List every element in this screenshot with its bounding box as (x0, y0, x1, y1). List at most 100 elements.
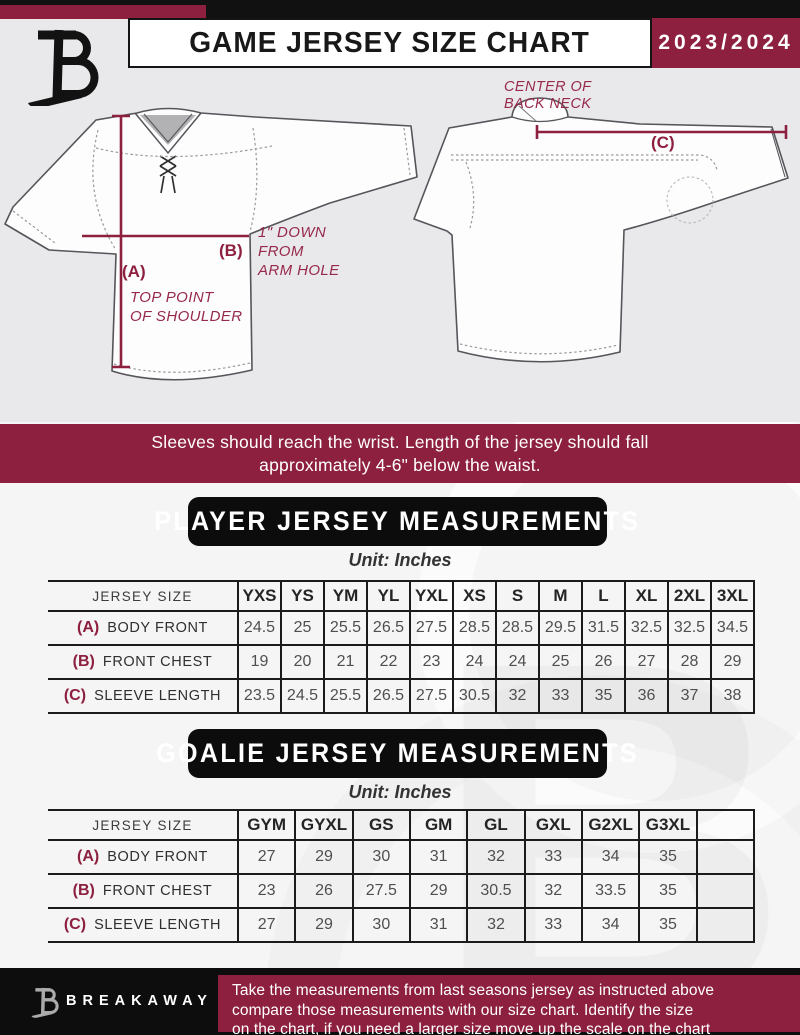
value-cell: 24 (452, 644, 496, 679)
value-cell (695, 839, 755, 874)
value-cell: 27 (624, 644, 668, 679)
goalie-unit-label: Unit: Inches (348, 782, 452, 802)
value-cell: 24.5 (237, 610, 281, 645)
size-column-header: GS (351, 809, 410, 840)
size-column-header: GYM (236, 809, 296, 840)
row-key: (B) (72, 653, 95, 670)
value-cell: 23 (236, 873, 296, 908)
size-column-header: 3XL (710, 580, 755, 611)
value-cell: 32 (466, 839, 525, 874)
value-cell: 22 (366, 644, 410, 679)
value-cell: 31 (408, 839, 468, 874)
value-cell: 25 (280, 610, 324, 645)
value-cell: 32 (495, 678, 539, 714)
size-column-header: YM (323, 580, 367, 611)
value-cell: 33 (523, 839, 582, 874)
value-cell: 29 (294, 839, 353, 874)
table-row: (B) FRONT CHEST 23 26 27.5 29 30.5 32 33.5 35 (48, 873, 755, 908)
value-cell: 32 (466, 907, 525, 943)
value-cell: 35 (638, 839, 697, 874)
notice-line: Sleeves should reach the wrist. Length o… (151, 431, 649, 452)
value-cell: 27.5 (351, 873, 410, 908)
row-key: (B) (72, 882, 95, 899)
row-label-cell: (A) BODY FRONT (48, 610, 238, 645)
row-label: BODY FRONT (107, 849, 208, 865)
value-cell: 31 (408, 907, 468, 943)
size-column-header: XL (624, 580, 668, 611)
value-cell: 24.5 (280, 678, 324, 714)
value-cell: 34 (580, 907, 640, 943)
size-column-header: GM (408, 809, 468, 840)
value-cell: 23 (409, 644, 453, 679)
season-label: 2023/2024 (658, 31, 794, 54)
value-cell: 34 (580, 839, 640, 874)
value-cell: 27.5 (409, 610, 453, 645)
row-label-cell: (C) SLEEVE LENGTH (48, 678, 238, 714)
row-label-cell: (C) SLEEVE LENGTH (48, 907, 238, 943)
goalie-section-title: GOALIE JERSEY MEASUREMENTS (156, 738, 639, 768)
row-label: FRONT CHEST (102, 654, 213, 670)
size-column-header: GL (466, 809, 525, 840)
annotation-b-key: (B) (219, 241, 243, 260)
row-label: SLEEVE LENGTH (94, 688, 222, 704)
footer-instructions-panel: Take the measurements from last seasons … (218, 975, 800, 1035)
table-row: (C) SLEEVE LENGTH 23.5 24.5 25.5 26.5 27.5 30.5… (48, 678, 755, 714)
value-cell: 27 (236, 839, 296, 874)
value-cell: 21 (323, 644, 367, 679)
size-column-header: GXL (523, 809, 582, 840)
value-cell: 20 (280, 644, 324, 679)
size-column-header: S (495, 580, 539, 611)
size-column-header: XS (452, 580, 496, 611)
breakaway-logo-footer (31, 987, 59, 1018)
size-column-header (695, 809, 755, 840)
size-column-header: G2XL (580, 809, 640, 840)
value-cell: 25.5 (323, 678, 367, 714)
table-row: (C) SLEEVE LENGTH 27 29 30 31 32 33 34 35 (48, 907, 755, 943)
value-cell: 28.5 (495, 610, 539, 645)
value-cell: 26.5 (366, 610, 410, 645)
annotation-c-note: CENTER OF BACK NECK (504, 79, 592, 112)
row-label-cell: (B) FRONT CHEST (48, 873, 238, 908)
footer-line: Take the measurements from last seasons … (232, 982, 715, 999)
value-cell: 36 (624, 678, 668, 714)
player-section-banner: PLAYER JERSEY MEASUREMENTS (154, 497, 638, 546)
value-cell: 30.5 (452, 678, 496, 714)
value-cell: 29 (710, 644, 755, 679)
player-section-title: PLAYER JERSEY MEASUREMENTS (154, 506, 641, 536)
annotation-c-key: (C) (651, 133, 675, 152)
brand-wordmark: BREAKAWAY (66, 993, 213, 1009)
value-cell (695, 907, 755, 943)
value-cell: 30 (351, 907, 410, 943)
value-cell: 27.5 (409, 678, 453, 714)
size-column-header: L (581, 580, 625, 611)
breakaway-logo (28, 29, 99, 106)
size-column-header: G3XL (638, 809, 697, 840)
row-label: FRONT CHEST (102, 883, 213, 899)
value-cell: 28 (667, 644, 711, 679)
player-measurements-table: JERSEY SIZE YXS YS YM YL YXL XS S M L XL 2XL 3XL (A) B… (48, 580, 755, 714)
top-bar-accent (0, 5, 206, 19)
value-cell: 31.5 (581, 610, 625, 645)
top-bar (0, 0, 800, 19)
footer-line: compare those measurements with our size… (232, 1001, 694, 1019)
row-key: (C) (63, 916, 87, 933)
size-column-header: 2XL (667, 580, 711, 611)
annotation-a-key: (A) (122, 262, 146, 281)
row-key: (A) (76, 619, 100, 636)
value-cell: 27 (236, 907, 296, 943)
table-row: (B) FRONT CHEST 19 20 21 22 23 24 24 25 26 27 28 29 (48, 644, 755, 679)
size-column-header: YXS (237, 580, 281, 611)
annotation-b-note: 1" DOWN FROM ARM HOLE (258, 224, 340, 279)
player-unit-label: Unit: Inches (348, 550, 452, 570)
table-header-label: JERSEY SIZE (48, 580, 238, 611)
value-cell: 32.5 (624, 610, 668, 645)
value-cell: 32.5 (667, 610, 711, 645)
title-box: GAME JERSEY SIZE CHART (128, 18, 652, 68)
value-cell: 26 (294, 873, 353, 908)
page-title: GAME JERSEY SIZE CHART (189, 26, 591, 59)
footer: BREAKAWAY Take the measurements from las… (0, 968, 800, 1035)
value-cell (695, 873, 755, 908)
value-cell: 35 (638, 907, 697, 943)
row-key: (A) (76, 848, 100, 865)
